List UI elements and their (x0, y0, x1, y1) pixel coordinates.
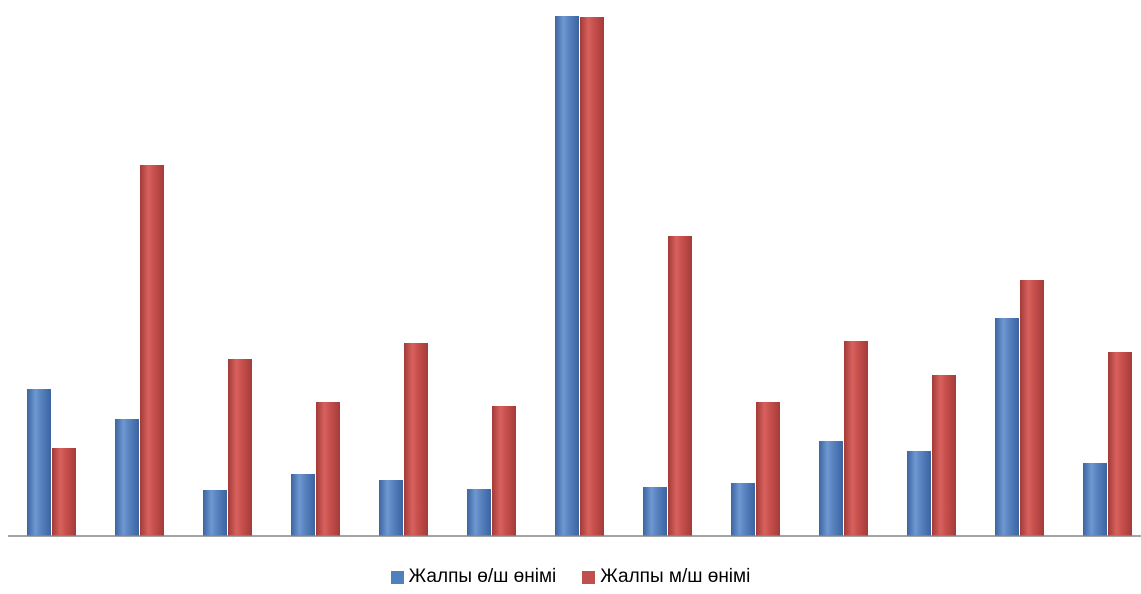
bar-chart (8, 16, 1141, 537)
bar-series-2-11 (932, 375, 956, 536)
bar-series-2-5 (404, 343, 428, 536)
bar-series-2-1 (52, 448, 76, 536)
bar-series-1-6 (467, 489, 491, 536)
legend-item-series-1: Жалпы ө/ш өнімі (390, 566, 557, 588)
bar-series-2-13 (1108, 352, 1132, 536)
bar-series-2-2 (140, 165, 164, 536)
legend: Жалпы ө/ш өнімі Жалпы м/ш өнімі (0, 566, 1141, 588)
bar-series-2-9 (756, 402, 780, 536)
bar-series-1-11 (907, 451, 931, 536)
bar-series-2-12 (1020, 280, 1044, 536)
bar-series-2-7 (580, 17, 604, 536)
legend-swatch-red (582, 570, 596, 584)
bar-series-2-8 (668, 236, 692, 536)
bar-series-1-9 (731, 483, 755, 536)
bar-series-1-12 (995, 318, 1019, 536)
bar-series-1-5 (379, 480, 403, 536)
bar-series-2-10 (844, 341, 868, 536)
bar-series-1-8 (643, 487, 667, 536)
bar-series-1-2 (115, 419, 139, 536)
bar-series-2-4 (316, 402, 340, 536)
bar-series-1-7 (555, 16, 579, 536)
bar-series-1-10 (819, 441, 843, 536)
bar-series-2-6 (492, 406, 516, 536)
bar-series-1-1 (27, 389, 51, 536)
bars-group (27, 16, 1132, 536)
bar-series-2-3 (228, 359, 252, 536)
legend-label-series-2: Жалпы м/ш өнімі (600, 566, 751, 587)
bar-series-1-4 (291, 474, 315, 536)
legend-swatch-blue (390, 570, 404, 584)
bar-series-1-13 (1083, 463, 1107, 536)
legend-label-series-1: Жалпы ө/ш өнімі (408, 566, 557, 587)
legend-item-series-2: Жалпы м/ш өнімі (582, 566, 750, 588)
bar-series-1-3 (203, 490, 227, 536)
